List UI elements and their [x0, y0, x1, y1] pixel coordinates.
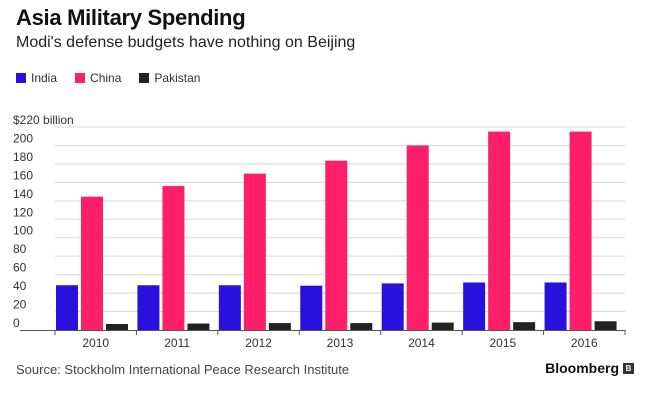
y-tick-label-220: $220 billion — [13, 113, 74, 127]
bloomberg-logo-icon: B — [623, 362, 634, 374]
y-tick-label-0: 0 — [13, 316, 20, 330]
bar-india-2011 — [137, 285, 160, 330]
bar-pakistan-2016 — [594, 321, 617, 330]
bar-india-2010 — [56, 285, 78, 330]
y-tick-label-160: 160 — [13, 168, 33, 182]
y-tick-label-120: 120 — [13, 205, 33, 219]
y-tick-label-180: 180 — [13, 150, 33, 164]
legend-item-pakistan: Pakistan — [139, 71, 200, 85]
legend-swatch-india — [16, 73, 26, 83]
bar-china-2013 — [325, 160, 348, 330]
bar-pakistan-2014 — [431, 322, 454, 330]
y-tick-label-100: 100 — [13, 224, 33, 238]
bar-china-2014 — [406, 145, 429, 330]
x-tick-label-2016: 2016 — [571, 336, 598, 350]
brand-name: Bloomberg — [545, 360, 619, 376]
legend-swatch-pakistan — [139, 73, 150, 83]
y-tick-label-20: 20 — [13, 298, 27, 312]
legend-label-pakistan: Pakistan — [154, 71, 201, 85]
bar-india-2013 — [300, 285, 323, 330]
bar-pakistan-2010 — [106, 324, 128, 330]
legend: India China Pakistan — [16, 70, 218, 86]
bar-pakistan-2011 — [187, 323, 210, 330]
x-tick-label-2013: 2013 — [327, 336, 354, 350]
legend-item-india: India — [16, 71, 57, 85]
bar-china-2011 — [162, 186, 185, 330]
bar-india-2015 — [463, 282, 486, 330]
bar-pakistan-2015 — [513, 322, 536, 330]
bar-china-2010 — [81, 196, 103, 330]
legend-label-china: China — [90, 71, 122, 85]
y-tick-label-200: 200 — [13, 131, 33, 145]
brand: Bloomberg B — [545, 360, 634, 376]
bar-india-2016 — [544, 282, 567, 330]
bar-pakistan-2013 — [350, 323, 373, 330]
legend-item-china: China — [75, 71, 121, 85]
x-tick-label-2015: 2015 — [490, 336, 517, 350]
bar-pakistan-2012 — [268, 323, 291, 330]
source-note: Source: Stockholm International Peace Re… — [16, 362, 350, 377]
bar-china-2012 — [243, 173, 266, 330]
x-tick-label-2014: 2014 — [408, 336, 435, 350]
y-tick-label-60: 60 — [13, 261, 27, 275]
bar-india-2012 — [218, 285, 241, 330]
chart-subtitle: Modi's defense budgets have nothing on B… — [16, 34, 356, 51]
x-tick-label-2011: 2011 — [164, 336, 190, 350]
legend-label-india: India — [31, 71, 58, 85]
x-tick-label-2010: 2010 — [82, 336, 109, 350]
chart-title: Asia Military Spending — [16, 5, 246, 30]
bar-china-2016 — [569, 131, 592, 330]
bar-china-2015 — [488, 131, 511, 330]
y-tick-label-40: 40 — [13, 279, 27, 293]
y-tick-label-80: 80 — [13, 242, 27, 256]
x-tick-label-2012: 2012 — [245, 336, 272, 350]
bar-india-2014 — [381, 283, 404, 330]
y-tick-label-140: 140 — [13, 187, 33, 201]
legend-swatch-china — [75, 73, 86, 83]
